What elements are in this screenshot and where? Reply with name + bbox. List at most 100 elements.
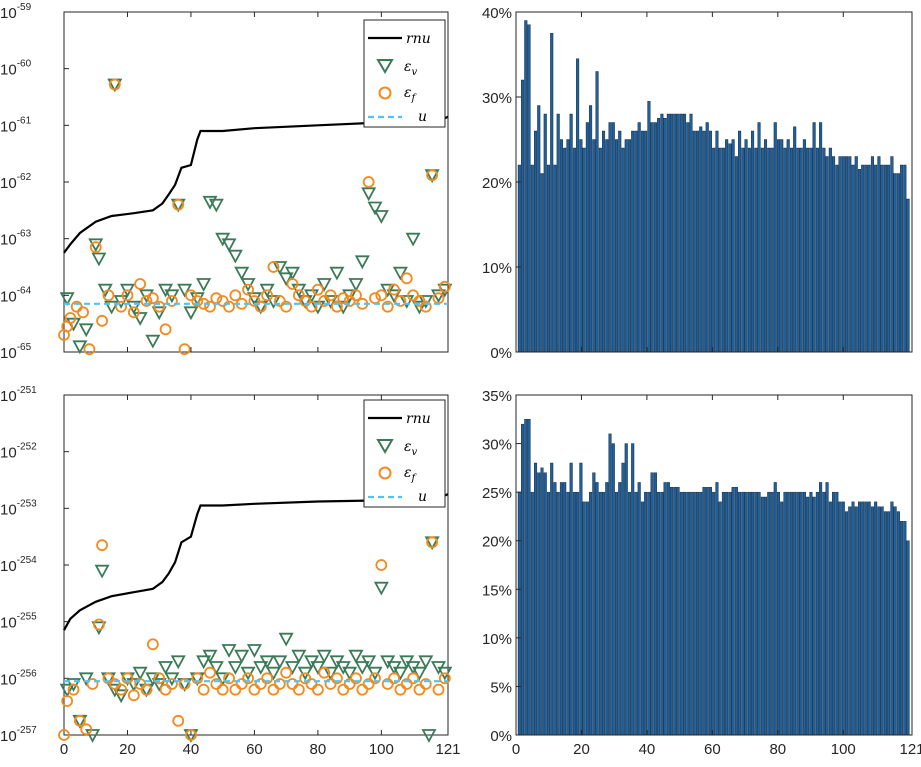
bar: [663, 482, 667, 736]
y-tick-label: 0%: [490, 728, 512, 745]
bar: [835, 164, 839, 353]
bar: [718, 147, 722, 353]
bar: [553, 164, 557, 353]
bar: [550, 33, 554, 353]
bar: [585, 122, 589, 353]
eps-v-point: [278, 272, 294, 287]
bar: [845, 156, 849, 353]
bar: [624, 443, 628, 736]
legend-rnu-label: rnu: [406, 31, 431, 47]
bar: [848, 156, 852, 353]
eps-v-point: [272, 261, 288, 275]
eps-v-point: [66, 678, 82, 692]
x-tick-label: 100: [831, 741, 856, 758]
bar: [799, 491, 803, 736]
eps-v-point: [151, 306, 167, 321]
bar: [653, 472, 657, 736]
bar: [815, 147, 819, 353]
legend-eps-f-swatch: [378, 466, 392, 480]
bar: [799, 147, 803, 353]
bar: [773, 482, 777, 736]
eps-f-point: [178, 678, 191, 690]
eps-f-point: [286, 278, 299, 290]
bar: [760, 147, 764, 353]
eps-f-point: [204, 666, 216, 679]
y-tick-label: 10-256: [0, 668, 37, 688]
bar: [686, 491, 690, 736]
bar: [757, 491, 761, 736]
eps-v-point: [246, 644, 262, 658]
bar: [602, 491, 606, 736]
eps-v-point: [126, 678, 142, 692]
y-tick-label: 10-255: [0, 612, 37, 632]
bar: [802, 491, 806, 736]
bar: [780, 139, 784, 353]
bar: [841, 156, 845, 353]
y-tick-label: 10-254: [0, 555, 37, 575]
bar: [877, 156, 881, 353]
bar: [705, 122, 709, 353]
y-tick-label: 20%: [482, 534, 512, 551]
eps-f-point: [121, 672, 134, 685]
eps-f-point: [166, 678, 178, 690]
eps-f-point: [248, 683, 261, 696]
x-tick-label: 60: [704, 741, 721, 758]
eps-v-point: [361, 655, 377, 670]
eps-f-point: [115, 300, 128, 313]
bar: [728, 143, 732, 353]
eps-f-point: [419, 300, 432, 313]
bar: [582, 501, 586, 736]
x-tick-label: 20: [573, 741, 590, 758]
x-tick-label: 100: [369, 741, 394, 758]
bar: [764, 496, 768, 736]
bar: [679, 113, 683, 353]
bar: [708, 130, 712, 353]
bar: [576, 491, 580, 736]
legend-eps-v-swatch: [376, 439, 394, 454]
eps-f-point: [67, 683, 80, 696]
bar: [806, 147, 810, 353]
eps-f-point: [388, 672, 400, 685]
eps-f-point: [172, 198, 185, 211]
bar: [546, 491, 550, 736]
eps-v-point: [59, 683, 75, 698]
eps-v-point: [297, 666, 313, 681]
bar: [608, 433, 612, 736]
bar: [744, 491, 748, 736]
eps-f-point: [108, 78, 121, 91]
bar: [838, 501, 842, 736]
eps-v-point: [399, 295, 415, 309]
eps-v-point: [304, 289, 320, 304]
bar: [553, 482, 557, 736]
eps-v-point: [310, 300, 326, 315]
bar: [751, 491, 755, 736]
eps-f-point: [178, 343, 191, 356]
bar: [793, 491, 797, 736]
bar: [712, 491, 716, 736]
eps-f-point: [146, 292, 159, 305]
bar: [647, 491, 651, 736]
bar: [673, 487, 677, 736]
eps-f-point: [318, 666, 331, 679]
eps-v-point: [386, 289, 402, 304]
bar: [695, 491, 700, 736]
bar: [683, 491, 687, 736]
y-tick-label: 30%: [482, 437, 512, 454]
eps-v-point: [411, 300, 427, 315]
bar: [679, 491, 683, 736]
bar: [666, 482, 670, 736]
eps-v-point: [221, 238, 237, 253]
eps-v-point: [208, 198, 224, 213]
y-tick-label: 25%: [482, 485, 512, 502]
eps-f-point: [153, 672, 166, 685]
bar: [760, 496, 764, 736]
eps-v-point: [259, 655, 275, 670]
bar: [653, 122, 657, 353]
eps-f-point: [432, 683, 445, 696]
bar: [702, 130, 706, 353]
eps-v-point: [227, 661, 243, 675]
eps-f-point: [96, 314, 108, 327]
eps-v-point: [335, 300, 351, 315]
bar: [708, 487, 712, 736]
bar: [715, 130, 719, 353]
